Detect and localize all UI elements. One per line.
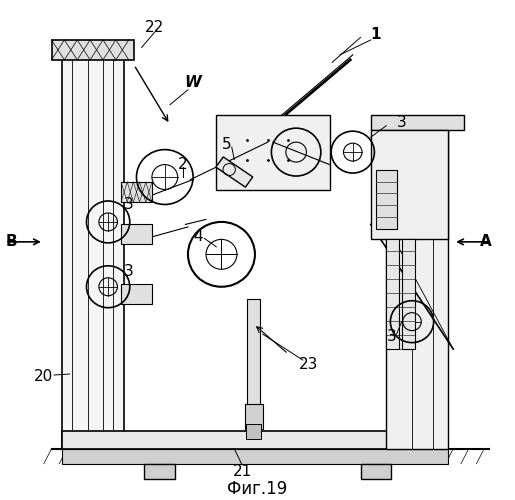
Bar [245,404,263,429]
Text: A: A [480,234,492,250]
Bar [246,424,261,439]
Text: 1: 1 [371,28,381,42]
Bar [402,240,415,349]
Text: B: B [5,234,17,250]
Bar [360,464,391,479]
Text: 20: 20 [34,369,54,384]
Text: 3: 3 [387,329,396,344]
Polygon shape [216,157,253,187]
Text: 4: 4 [194,230,203,244]
Text: 3: 3 [124,197,133,212]
Bar [62,449,448,464]
Text: Фиг.19: Фиг.19 [228,480,287,498]
Text: 5: 5 [222,137,231,152]
Text: 3: 3 [124,264,133,280]
Bar [371,130,448,240]
Bar [371,114,464,130]
Bar [386,240,399,349]
Bar [247,299,260,409]
Bar [386,124,448,449]
Text: 3: 3 [397,114,406,130]
Bar [52,40,134,60]
Text: 2: 2 [178,157,187,172]
Bar [216,114,330,190]
Bar [121,284,152,304]
Bar [121,182,152,202]
Text: 21: 21 [232,464,252,479]
Text: W: W [185,75,201,90]
Bar [62,50,124,449]
Bar [144,464,175,479]
Text: 22: 22 [145,20,164,35]
Bar [121,224,152,244]
Bar [376,170,397,230]
Text: 23: 23 [299,356,319,372]
Bar [62,432,448,449]
